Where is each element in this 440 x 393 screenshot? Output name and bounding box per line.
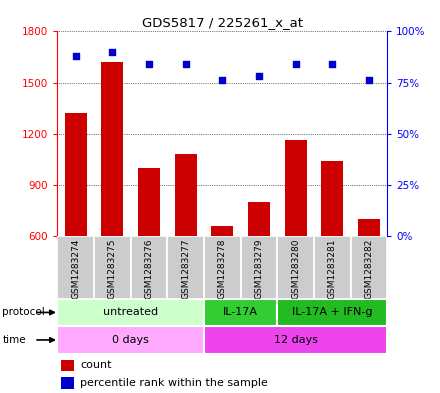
Bar: [314, 236, 351, 299]
Bar: [204, 299, 277, 326]
Text: IL-17A + IFN-g: IL-17A + IFN-g: [292, 307, 372, 318]
Text: 12 days: 12 days: [274, 335, 318, 345]
Bar: [57, 326, 204, 354]
Point: [109, 49, 116, 55]
Bar: [175, 154, 197, 236]
Point: [365, 77, 372, 84]
Bar: [167, 236, 204, 299]
Text: GSM1283276: GSM1283276: [144, 239, 154, 299]
Text: GSM1283282: GSM1283282: [364, 239, 374, 299]
Text: untreated: untreated: [103, 307, 158, 318]
Bar: [285, 140, 307, 236]
Point: [145, 61, 152, 67]
Bar: [211, 226, 233, 236]
Text: time: time: [2, 335, 26, 345]
Bar: [358, 219, 380, 236]
Bar: [65, 113, 87, 236]
Bar: [61, 360, 74, 371]
Bar: [321, 161, 343, 236]
Bar: [57, 299, 204, 326]
Point: [255, 73, 262, 79]
Point: [72, 53, 79, 59]
Point: [292, 61, 299, 67]
Bar: [57, 236, 94, 299]
Text: percentile rank within the sample: percentile rank within the sample: [81, 378, 268, 388]
Bar: [351, 236, 387, 299]
Title: GDS5817 / 225261_x_at: GDS5817 / 225261_x_at: [142, 16, 303, 29]
Text: IL-17A: IL-17A: [223, 307, 258, 318]
Bar: [138, 168, 160, 236]
Point: [329, 61, 336, 67]
Bar: [94, 236, 131, 299]
Bar: [131, 236, 167, 299]
Text: 0 days: 0 days: [112, 335, 149, 345]
Bar: [277, 236, 314, 299]
Text: GSM1283277: GSM1283277: [181, 239, 190, 299]
Bar: [204, 326, 387, 354]
Text: protocol: protocol: [2, 307, 45, 318]
Bar: [241, 236, 277, 299]
Bar: [101, 62, 123, 236]
Point: [182, 61, 189, 67]
Text: GSM1283278: GSM1283278: [218, 239, 227, 299]
Text: GSM1283275: GSM1283275: [108, 239, 117, 299]
Bar: [248, 202, 270, 236]
Bar: [204, 236, 241, 299]
Text: GSM1283274: GSM1283274: [71, 239, 80, 299]
Text: GSM1283281: GSM1283281: [328, 239, 337, 299]
Bar: [277, 299, 387, 326]
Point: [219, 77, 226, 84]
Text: GSM1283280: GSM1283280: [291, 239, 300, 299]
Bar: [61, 377, 74, 389]
Text: GSM1283279: GSM1283279: [254, 239, 264, 299]
Text: count: count: [81, 360, 112, 371]
